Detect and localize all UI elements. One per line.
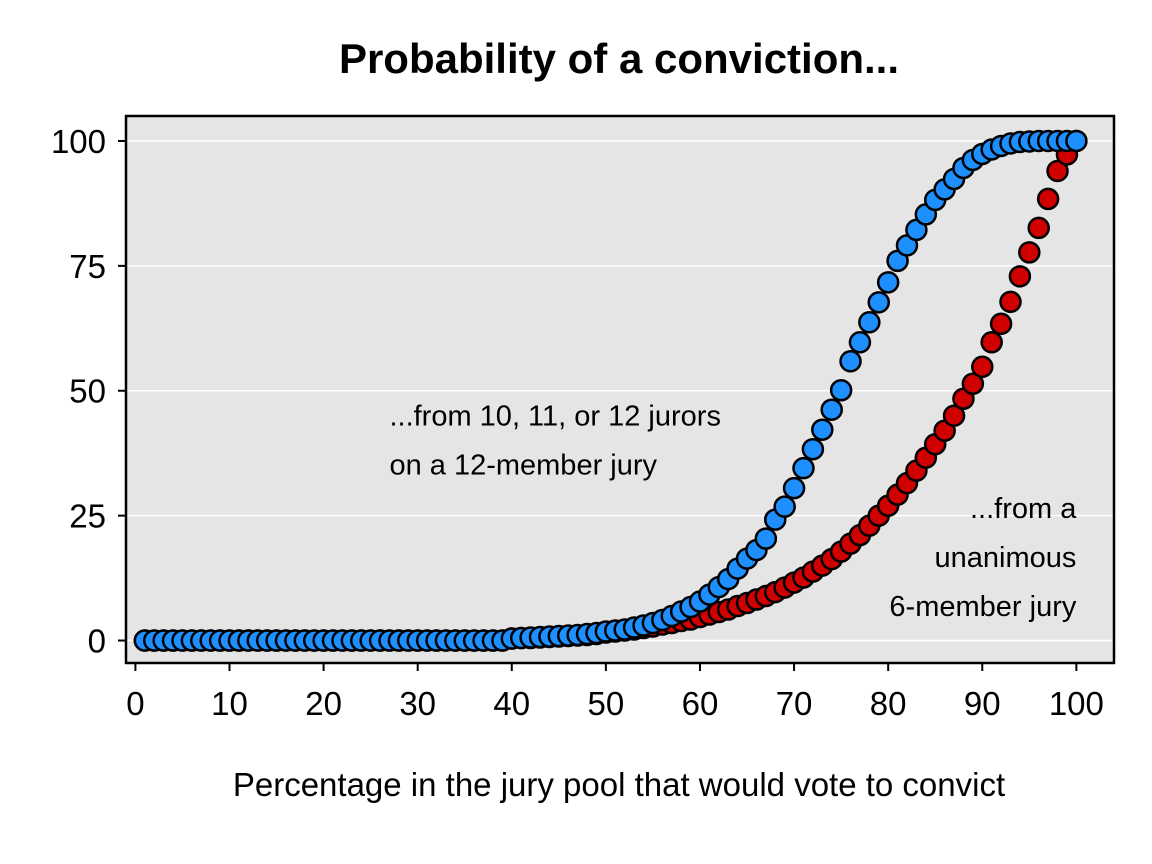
x-tick-label: 80 bbox=[870, 685, 907, 722]
y-tick-label: 0 bbox=[88, 623, 106, 660]
annotation-text: on a 12-member jury bbox=[389, 450, 657, 482]
y-tick-label: 25 bbox=[69, 498, 106, 535]
x-tick-label: 50 bbox=[588, 685, 625, 722]
data-point bbox=[971, 355, 994, 379]
x-axis: 0 10 20 30 40 50 60 70 80 90 100 bbox=[126, 663, 1104, 722]
data-point bbox=[1065, 129, 1088, 153]
y-axis: 0 25 50 75 100 bbox=[51, 123, 126, 660]
data-point bbox=[989, 312, 1013, 336]
data-point bbox=[773, 495, 796, 518]
x-tick-label: 90 bbox=[964, 685, 1001, 722]
data-point bbox=[811, 418, 834, 441]
annotations: ...from 10, 11, or 12 jurors on a 12-memb… bbox=[389, 401, 1077, 623]
data-point bbox=[1036, 187, 1060, 211]
annotation-text: ...from 10, 11, or 12 jurors bbox=[389, 401, 721, 433]
chart-title: Probability of a conviction... bbox=[339, 35, 899, 82]
y-tick-label: 50 bbox=[69, 373, 106, 410]
y-tick-label: 75 bbox=[69, 248, 106, 285]
data-point bbox=[961, 372, 985, 396]
x-tick-label: 30 bbox=[399, 685, 436, 722]
data-point bbox=[829, 378, 853, 402]
data-point bbox=[942, 404, 966, 427]
data-point bbox=[801, 437, 825, 461]
plot-area bbox=[126, 116, 1114, 663]
annotation-text: ...from a bbox=[970, 493, 1077, 525]
x-tick-label: 60 bbox=[682, 685, 719, 722]
data-point bbox=[1027, 216, 1050, 240]
x-tick-label: 40 bbox=[493, 685, 530, 722]
data-point bbox=[980, 331, 1003, 354]
data-point bbox=[848, 331, 872, 354]
x-axis-label: Percentage in the jury pool that would v… bbox=[233, 766, 1005, 803]
data-point bbox=[1046, 159, 1069, 183]
x-tick-label: 20 bbox=[305, 685, 342, 722]
plot-frame bbox=[124, 114, 1116, 665]
data-point bbox=[1008, 265, 1032, 288]
annotation-text: 6-member jury bbox=[889, 591, 1076, 623]
data-point bbox=[1018, 241, 1041, 264]
y-tick-label: 100 bbox=[51, 123, 106, 160]
data-point bbox=[858, 311, 881, 334]
data-point bbox=[782, 476, 806, 500]
data-points bbox=[133, 129, 1088, 652]
data-point bbox=[754, 527, 778, 550]
data-point bbox=[999, 290, 1022, 314]
data-point bbox=[867, 291, 891, 314]
data-point bbox=[820, 398, 843, 421]
annotation-text: unanimous bbox=[934, 542, 1076, 574]
x-tick-label: 0 bbox=[126, 685, 144, 722]
x-tick-label: 10 bbox=[211, 685, 248, 722]
x-tick-label: 100 bbox=[1049, 685, 1104, 722]
x-tick-label: 70 bbox=[776, 685, 813, 722]
data-point bbox=[839, 350, 862, 373]
data-point bbox=[876, 271, 900, 294]
data-point bbox=[792, 456, 815, 480]
